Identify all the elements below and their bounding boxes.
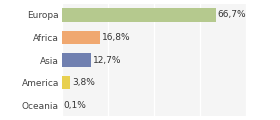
Text: 16,8%: 16,8%	[102, 33, 131, 42]
Bar	[62, 8, 216, 22]
Text: 0,1%: 0,1%	[64, 101, 87, 110]
Text: 3,8%: 3,8%	[72, 78, 95, 87]
Text: 66,7%: 66,7%	[218, 10, 246, 19]
Text: 12,7%: 12,7%	[93, 55, 121, 65]
Bar	[62, 53, 91, 67]
Bar	[62, 76, 70, 89]
Bar	[62, 31, 101, 44]
